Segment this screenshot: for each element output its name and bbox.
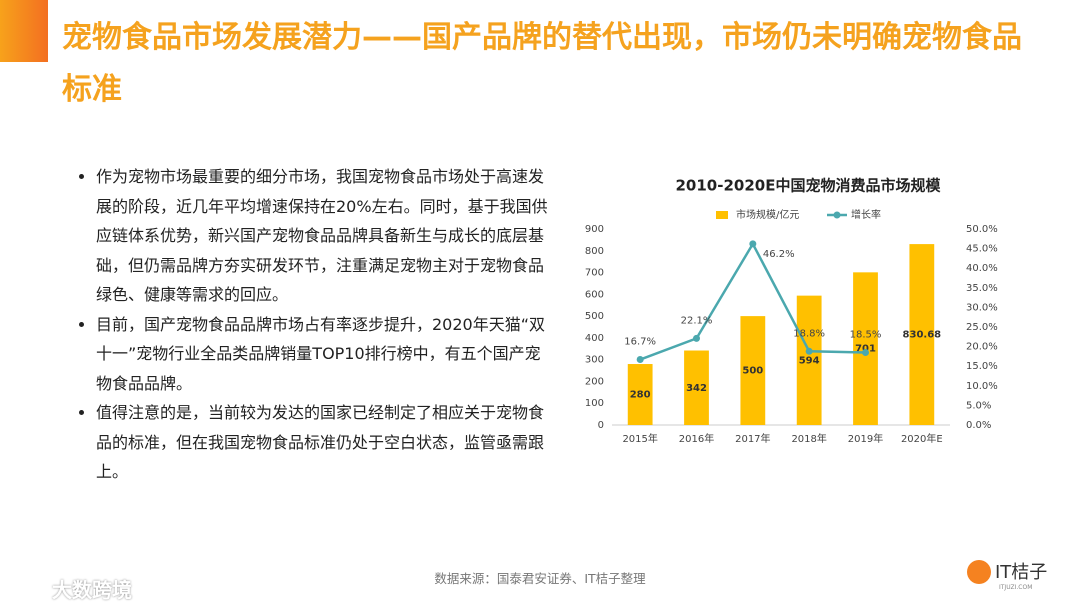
x-tick-label: 2016年: [679, 432, 714, 445]
line-point: [805, 347, 813, 355]
bar-value-label: 830.68: [903, 330, 942, 341]
bar-value-label: 342: [686, 383, 707, 394]
logo: IT桔子 ITJUZI.COM: [995, 558, 1047, 591]
y2-tick-label: 30.0%: [966, 302, 998, 313]
y2-tick-label: 25.0%: [966, 322, 998, 333]
legend-label: 增长率: [851, 208, 881, 221]
bar: [796, 295, 822, 425]
bar: [853, 272, 878, 425]
line-point: [862, 348, 869, 356]
y2-tick-label: 45.0%: [966, 244, 998, 255]
line-value-label: 16.7%: [624, 337, 656, 348]
y-tick-label: 700: [585, 268, 604, 279]
line-value-label: 46.2%: [763, 249, 795, 260]
logo-name: IT桔子: [995, 562, 1048, 583]
bar-value-label: 594: [799, 355, 820, 366]
bullet: 目前，国产宠物食品品牌市场占有率逐步提升，2020年天猫“双十一”宠物行业全品类…: [96, 310, 552, 399]
y2-tick-label: 50.0%: [966, 224, 998, 235]
bar: [684, 350, 709, 425]
slide-title: 宠物食品市场发展潜力——国产品牌的替代出现，市场仍未明确宠物食品标准: [62, 20, 1022, 107]
y2-tick-label: 0.0%: [966, 420, 991, 431]
line-point: [749, 240, 757, 248]
y-tick-label: 0: [598, 420, 604, 431]
y2-tick-label: 40.0%: [966, 263, 998, 274]
line-point: [693, 334, 700, 342]
x-tick-label: 2015年: [622, 432, 657, 445]
logo-url: ITJUZI.COM: [999, 584, 1033, 591]
y-tick-label: 300: [585, 355, 604, 366]
source: 数据来源：国泰君安证券、IT桔子整理: [434, 571, 646, 586]
x-tick-label: 2020年E: [901, 432, 943, 445]
y-tick-label: 600: [585, 289, 604, 300]
line-value-label: 18.5%: [850, 329, 882, 340]
chart-title: 2010-2020E中国宠物消费品市场规模: [676, 177, 942, 195]
watermark: 大数跨境: [52, 578, 132, 602]
bullet: 作为宠物市场最重要的细分市场，我国宠物食品市场处于高速发展的阶段，近几年平均增速…: [96, 162, 552, 310]
logo-icon: [967, 560, 991, 584]
y-tick-label: 400: [585, 333, 604, 344]
y2-tick-label: 5.0%: [966, 400, 991, 411]
y-tick-label: 900: [585, 224, 604, 235]
bar-value-label: 280: [630, 390, 651, 401]
legend-swatch: [833, 211, 841, 219]
legend-label: 市场规模/亿元: [736, 208, 799, 221]
y2-tick-label: 10.0%: [966, 381, 998, 392]
legend-swatch: [716, 211, 728, 219]
y-tick-label: 500: [585, 311, 604, 322]
x-tick-label: 2018年: [791, 432, 826, 445]
y-tick-label: 100: [585, 398, 604, 409]
y-tick-label: 800: [585, 246, 604, 257]
x-tick-label: 2019年: [848, 432, 883, 445]
line-point: [636, 356, 644, 364]
line-value-label: 22.1%: [681, 315, 713, 326]
bar-value-label: 500: [742, 366, 763, 377]
bar: [740, 316, 766, 425]
y2-tick-label: 35.0%: [966, 283, 998, 294]
y2-tick-label: 15.0%: [966, 361, 998, 372]
y2-tick-label: 20.0%: [966, 342, 998, 353]
bar: [909, 244, 935, 425]
bar: [627, 364, 653, 425]
bullet: 值得注意的是，当前较为发达的国家已经制定了相应关于宠物食品的标准，但在我国宠物食…: [96, 398, 552, 487]
accent-strip: [0, 0, 48, 62]
y-tick-label: 200: [585, 376, 604, 387]
bullet-list: 作为宠物市场最重要的细分市场，我国宠物食品市场处于高速发展的阶段，近几年平均增速…: [70, 162, 552, 487]
line-value-label: 18.8%: [793, 328, 825, 339]
x-tick-label: 2017年: [735, 432, 770, 445]
